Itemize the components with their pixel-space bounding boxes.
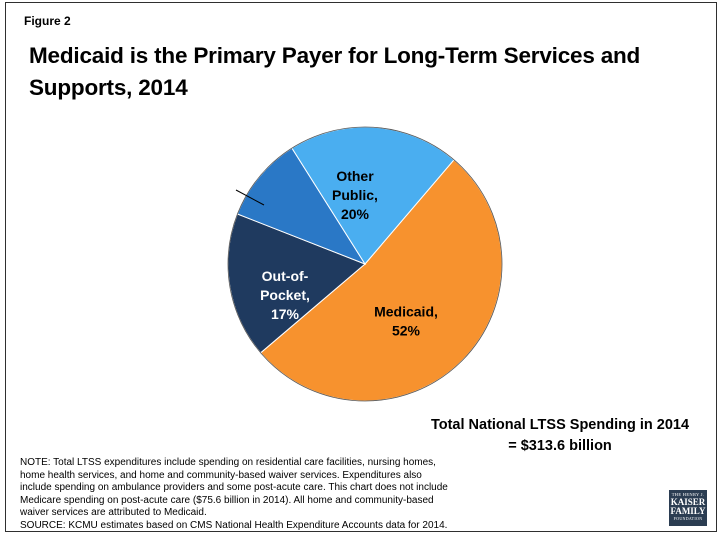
figure-label: Figure 2 — [24, 14, 71, 28]
total-spending-line2: = $313.6 billion — [508, 438, 612, 454]
kaiser-family-foundation-logo: THE HENRY J. KAISER FAMILY FOUNDATION — [669, 490, 707, 526]
logo-line3: FAMILY — [670, 506, 706, 516]
slice-label-medicaid: Medicaid, 52% — [374, 304, 438, 339]
note-line: NOTE: Total LTSS expenditures include sp… — [20, 457, 436, 468]
logo-line1: THE HENRY J. — [671, 492, 705, 497]
pie-outline — [227, 126, 503, 402]
logo-line2: KAISER — [670, 497, 706, 507]
source-line: SOURCE: KCMU estimates based on CMS Nati… — [20, 519, 448, 531]
slice-label-other-public: Other Public, 20% — [332, 168, 378, 222]
slice-label-private-insurance: Private Insurance, 10% — [165, 156, 235, 210]
leader-line-private-insurance — [235, 189, 265, 206]
note-line: waiver services are attributed to Medica… — [20, 507, 207, 519]
note-text: NOTE: Total LTSS expenditures include sp… — [20, 457, 540, 533]
note-line: home health services, and home and commu… — [20, 469, 422, 481]
note-line: include spending on ambulance providers … — [20, 482, 448, 494]
slice-label-out-of-pocket: Out-of-Pocket, 17% — [260, 268, 310, 322]
total-spending-line1: Total National LTSS Spending in 2014 — [430, 417, 690, 433]
total-spending: Total National LTSS Spending in 2014 = $… — [410, 415, 710, 457]
note-line: Medicare spending on post-acute care ($7… — [20, 494, 434, 506]
logo-line4: FOUNDATION — [673, 516, 703, 521]
chart-title: Medicaid is the Primary Payer for Long-T… — [29, 43, 641, 100]
